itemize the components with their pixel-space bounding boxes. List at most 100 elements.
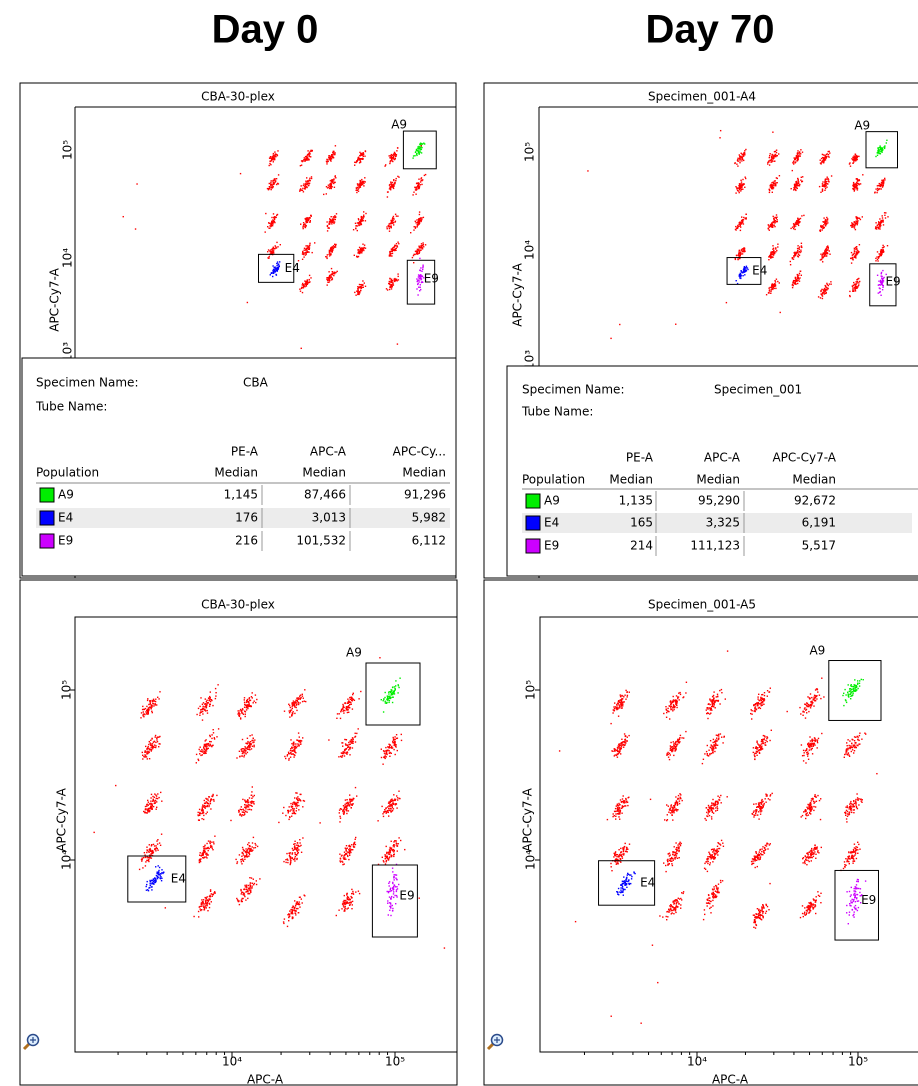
event-dot bbox=[391, 221, 393, 223]
event-dot bbox=[304, 225, 306, 227]
event-dot bbox=[364, 150, 367, 153]
event-dot bbox=[144, 808, 147, 810]
event-dot bbox=[800, 179, 802, 181]
event-dot bbox=[776, 177, 778, 180]
event-dot bbox=[251, 791, 253, 793]
event-dot bbox=[853, 159, 855, 161]
event-dot bbox=[270, 250, 272, 253]
event-dot bbox=[393, 879, 395, 881]
event-dot bbox=[737, 157, 739, 159]
event-dot bbox=[141, 751, 143, 754]
event-dot bbox=[156, 737, 158, 740]
event-dot bbox=[852, 259, 854, 261]
event-dot bbox=[385, 861, 387, 863]
event-dot bbox=[265, 212, 267, 215]
event-dot bbox=[151, 806, 153, 809]
event-dot bbox=[213, 892, 215, 894]
event-dot bbox=[359, 151, 361, 154]
event-dot bbox=[742, 188, 744, 190]
event-dot bbox=[420, 178, 422, 180]
event-dot bbox=[241, 748, 243, 750]
event-dot bbox=[881, 186, 884, 188]
event-dot bbox=[276, 154, 279, 157]
event-dot bbox=[272, 251, 274, 254]
event-dot bbox=[299, 896, 301, 898]
event-dot bbox=[349, 845, 352, 848]
event-dot bbox=[311, 251, 313, 254]
event-dot bbox=[389, 225, 391, 228]
event-dot bbox=[356, 189, 359, 191]
event-dot bbox=[328, 281, 330, 283]
event-dot bbox=[306, 249, 308, 251]
event-dot bbox=[245, 749, 247, 752]
event-dot bbox=[300, 287, 303, 290]
event-dot bbox=[300, 164, 303, 166]
event-dot bbox=[418, 286, 420, 288]
event-dot bbox=[202, 853, 205, 855]
event-dot bbox=[275, 246, 277, 248]
event-dot bbox=[882, 180, 885, 182]
event-dot bbox=[357, 292, 359, 295]
event-dot bbox=[796, 159, 799, 161]
event-dot bbox=[331, 278, 334, 280]
event-dot bbox=[739, 221, 741, 223]
event-dot bbox=[745, 148, 747, 151]
plot-title: CBA-30-plex bbox=[201, 90, 275, 104]
event-dot bbox=[253, 741, 255, 743]
event-dot bbox=[206, 847, 209, 849]
event-dot bbox=[742, 223, 745, 225]
event-dot bbox=[332, 157, 335, 159]
event-dot bbox=[339, 808, 342, 810]
event-dot bbox=[253, 882, 256, 885]
event-dot bbox=[416, 248, 419, 250]
event-dot bbox=[333, 274, 335, 277]
event-dot bbox=[327, 281, 329, 283]
event-dot bbox=[392, 158, 394, 160]
event-dot bbox=[246, 800, 248, 802]
event-dot bbox=[392, 284, 395, 286]
event-dot bbox=[800, 249, 802, 251]
event-dot bbox=[420, 247, 422, 249]
event-dot bbox=[273, 266, 275, 269]
event-dot bbox=[150, 797, 152, 799]
event-dot bbox=[304, 155, 307, 158]
event-dot bbox=[826, 218, 829, 220]
event-dot bbox=[272, 246, 274, 248]
event-dot bbox=[418, 221, 421, 223]
event-dot bbox=[296, 803, 298, 806]
event-dot bbox=[350, 804, 353, 806]
event-dot bbox=[417, 182, 420, 184]
event-dot bbox=[304, 223, 306, 225]
event-dot bbox=[393, 691, 395, 693]
tube-label: Tube Name: bbox=[35, 400, 107, 414]
event-dot bbox=[244, 752, 246, 754]
event-dot bbox=[395, 842, 397, 844]
event-dot bbox=[239, 814, 241, 816]
event-dot bbox=[211, 699, 213, 702]
event-dot bbox=[390, 690, 392, 693]
event-dot bbox=[155, 794, 157, 796]
event-dot bbox=[160, 873, 162, 875]
event-dot bbox=[351, 908, 353, 910]
event-dot bbox=[794, 162, 796, 164]
event-dot bbox=[342, 705, 345, 707]
event-dot bbox=[275, 156, 277, 158]
event-dot bbox=[295, 746, 298, 749]
event-dot bbox=[394, 803, 396, 805]
event-dot bbox=[204, 906, 206, 908]
event-dot bbox=[329, 159, 332, 161]
event-dot bbox=[719, 129, 722, 132]
event-dot bbox=[771, 222, 773, 224]
event-dot bbox=[289, 710, 292, 713]
event-dot bbox=[390, 808, 392, 810]
event-dot bbox=[350, 851, 352, 854]
event-dot bbox=[822, 181, 824, 183]
event-dot bbox=[211, 895, 213, 897]
event-dot bbox=[878, 150, 880, 152]
event-dot bbox=[296, 709, 298, 712]
event-dot bbox=[392, 183, 395, 186]
event-dot bbox=[772, 215, 774, 218]
event-dot bbox=[238, 711, 240, 714]
event-dot bbox=[297, 847, 299, 850]
event-dot bbox=[819, 230, 822, 232]
